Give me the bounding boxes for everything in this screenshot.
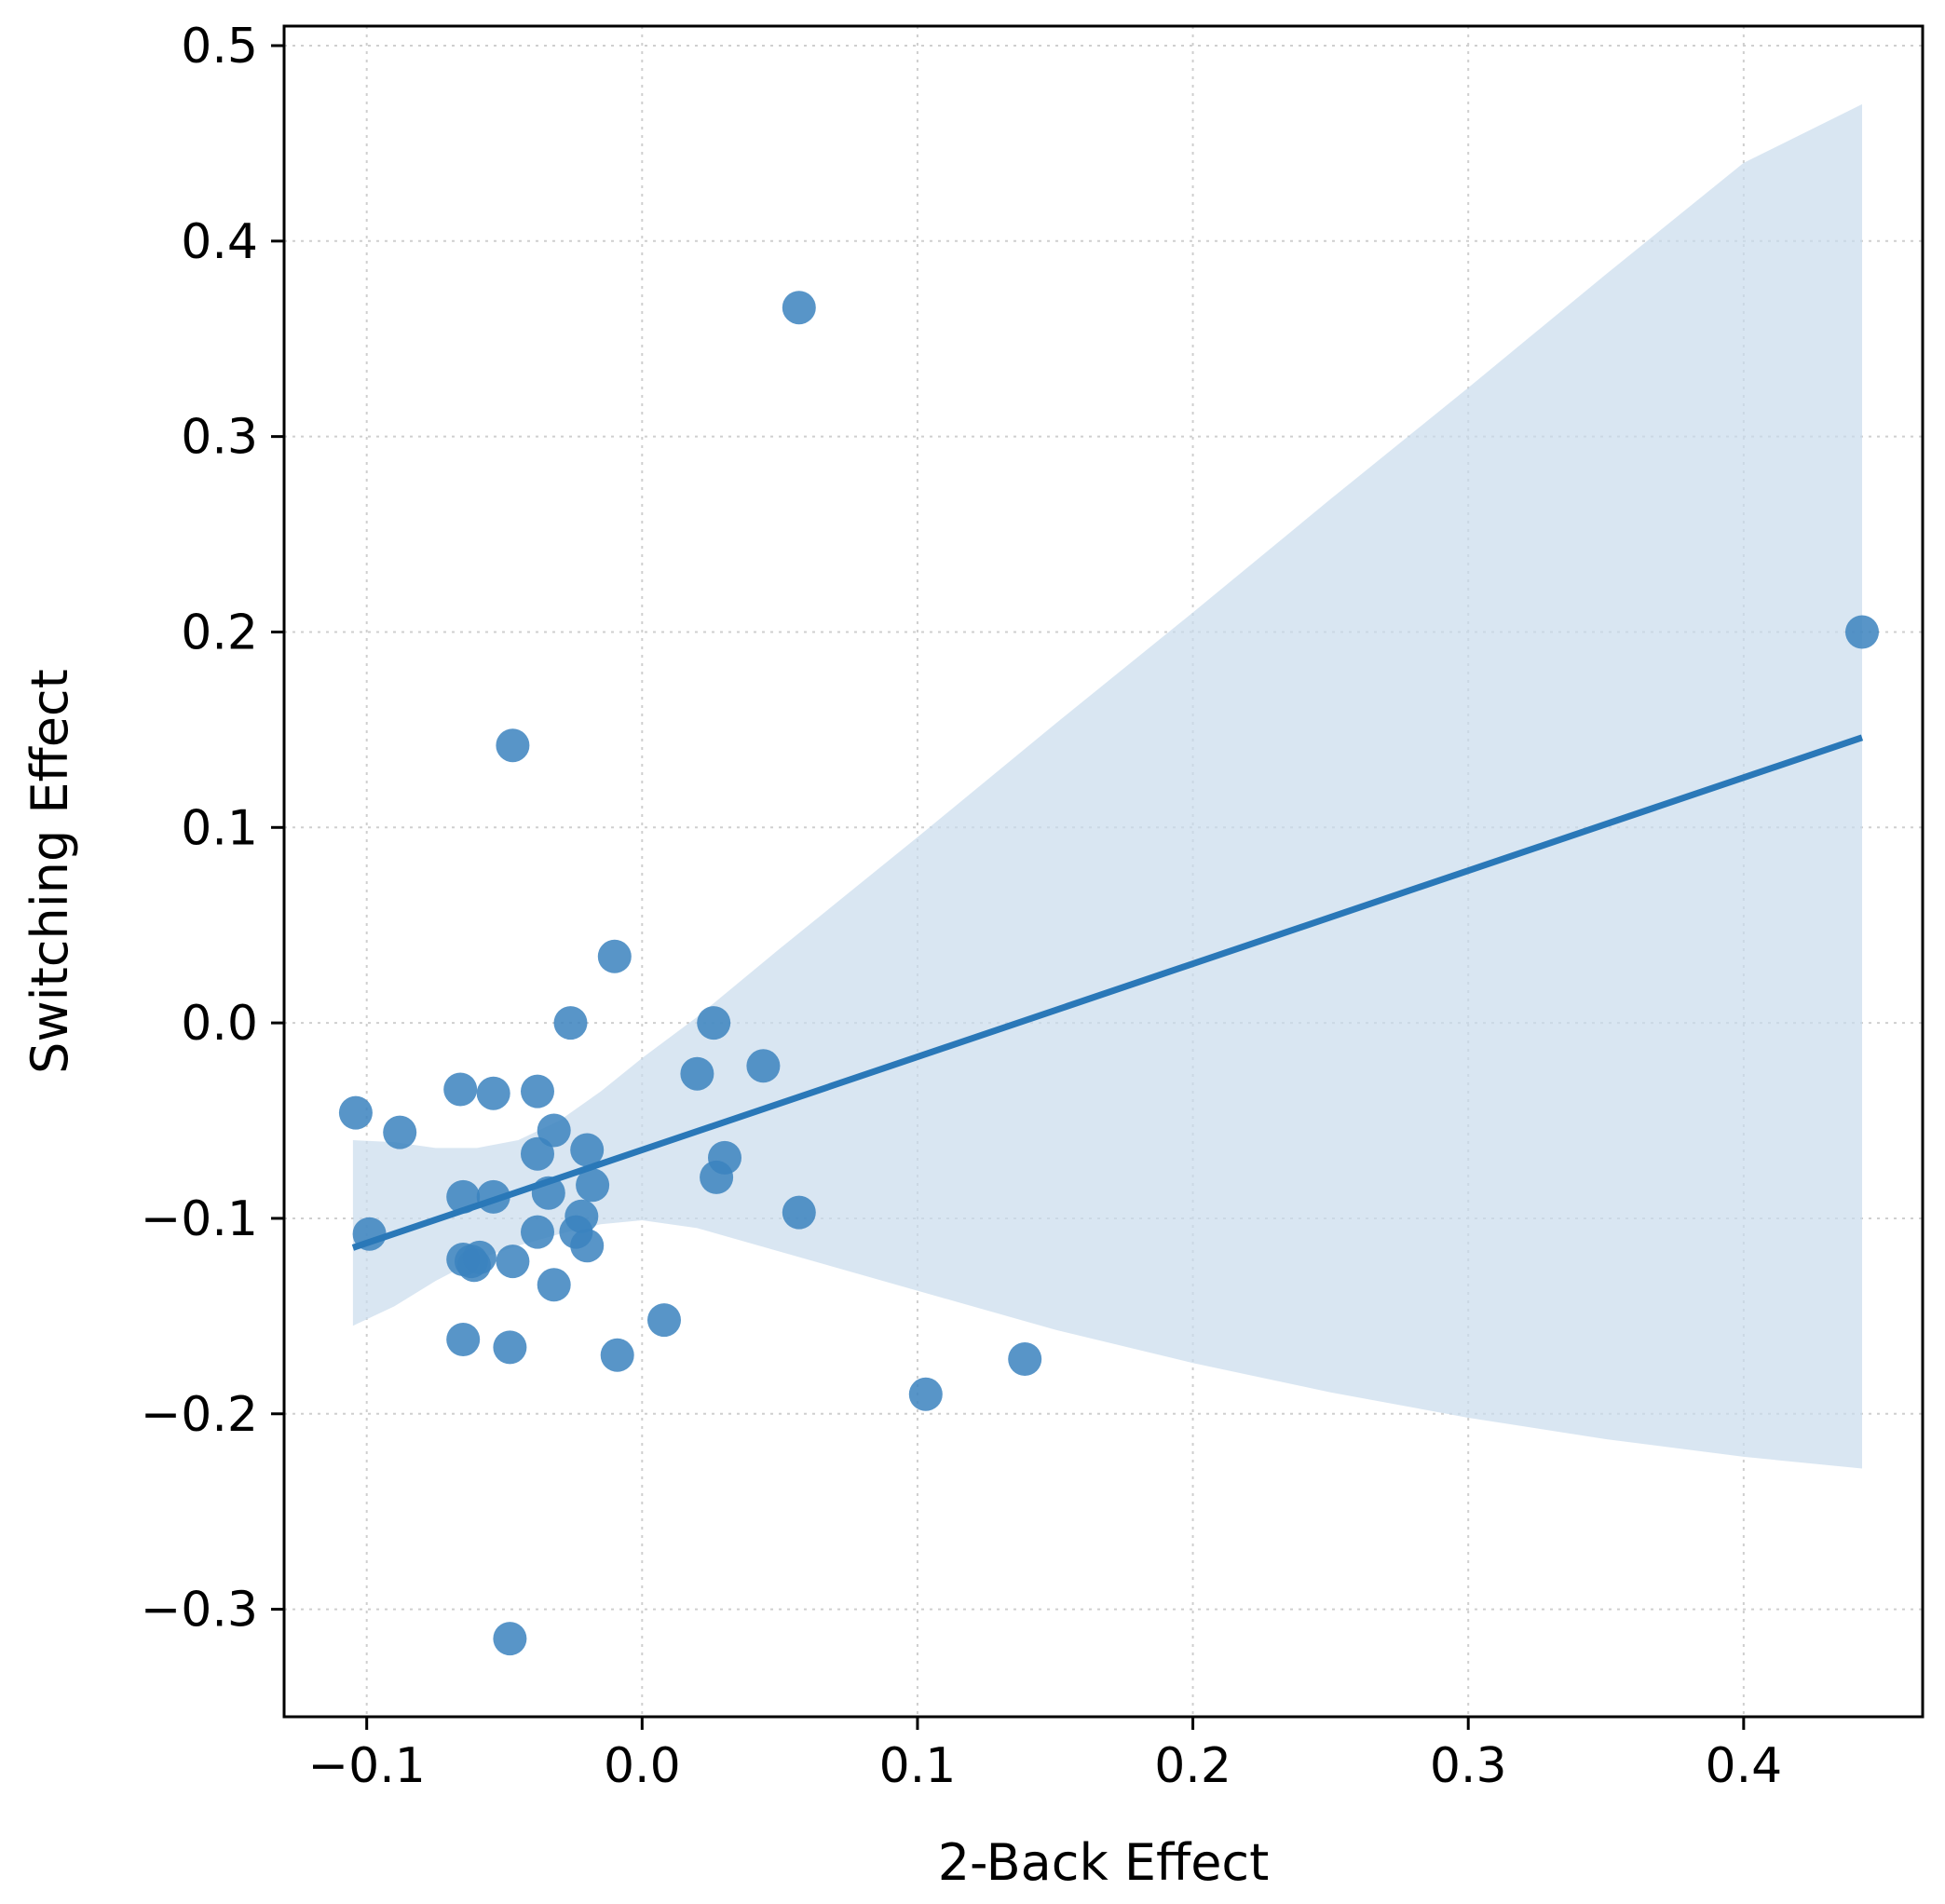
scatter-point — [647, 1303, 681, 1338]
scatter-point — [782, 291, 816, 325]
scatter-point — [680, 1056, 714, 1091]
scatter-point — [782, 1195, 816, 1230]
scatter-point — [521, 1136, 554, 1171]
y-tick-label: 0.5 — [181, 19, 258, 75]
y-tick-label: −0.1 — [141, 1191, 258, 1247]
x-tick-label: 0.1 — [879, 1738, 957, 1794]
scatter-point — [600, 1338, 634, 1372]
scatter-point — [570, 1229, 605, 1263]
scatter-point — [493, 1622, 527, 1656]
scatter-point — [746, 1049, 781, 1083]
scatter-point — [1008, 1342, 1042, 1376]
scatter-point — [496, 728, 530, 763]
scatter-point — [570, 1133, 605, 1167]
scatter-point — [383, 1115, 417, 1149]
x-tick-label: 0.2 — [1154, 1738, 1231, 1794]
x-axis-title: 2-Back Effect — [938, 1833, 1270, 1892]
scatter-point — [496, 1244, 530, 1279]
scatter-point — [537, 1268, 571, 1302]
scatter-point — [553, 1006, 588, 1040]
scatter-point — [537, 1113, 571, 1148]
x-tick-label: 0.4 — [1705, 1738, 1782, 1794]
scatter-point — [521, 1074, 554, 1108]
y-tick-label: −0.3 — [141, 1583, 258, 1639]
x-axis-ticks: −0.1 0.0 0.1 0.2 0.3 0.4 — [308, 1717, 1782, 1794]
scatter-point — [597, 939, 632, 973]
confidence-band-layer — [352, 103, 1862, 1469]
x-tick-label: 0.3 — [1430, 1738, 1507, 1794]
y-tick-label: 0.0 — [181, 996, 258, 1052]
x-tick-label: −0.1 — [308, 1738, 426, 1794]
regression-line-layer — [351, 734, 1864, 1251]
y-tick-label: 0.4 — [181, 214, 258, 270]
scatter-point — [576, 1168, 610, 1203]
scatter-point — [1845, 615, 1879, 649]
plot-frame — [282, 24, 1925, 1719]
y-tick-label: 0.1 — [181, 800, 258, 856]
scatter-point — [521, 1215, 554, 1249]
scatter-point — [446, 1323, 481, 1356]
y-tick-label: 0.3 — [181, 410, 258, 466]
scatter-point — [338, 1095, 373, 1130]
scatter-point — [462, 1240, 496, 1274]
regression-line — [351, 734, 1864, 1251]
scatter-point — [697, 1006, 731, 1040]
scatter-point — [493, 1330, 527, 1365]
scatter-point — [708, 1140, 741, 1175]
scatter-point — [476, 1076, 510, 1110]
scatter-points-layer — [338, 291, 1879, 1656]
y-axis-title: Switching Effect — [20, 669, 79, 1074]
scatter-point — [908, 1377, 943, 1411]
y-axis-ticks: −0.3 −0.2 −0.1 0.0 0.1 0.2 0.3 0.4 0.5 — [141, 19, 284, 1639]
confidence-band — [352, 103, 1862, 1469]
y-tick-label: 0.2 — [181, 605, 258, 660]
y-tick-label: −0.2 — [141, 1387, 258, 1443]
x-tick-label: 0.0 — [604, 1738, 681, 1794]
scatter-point — [443, 1072, 478, 1107]
